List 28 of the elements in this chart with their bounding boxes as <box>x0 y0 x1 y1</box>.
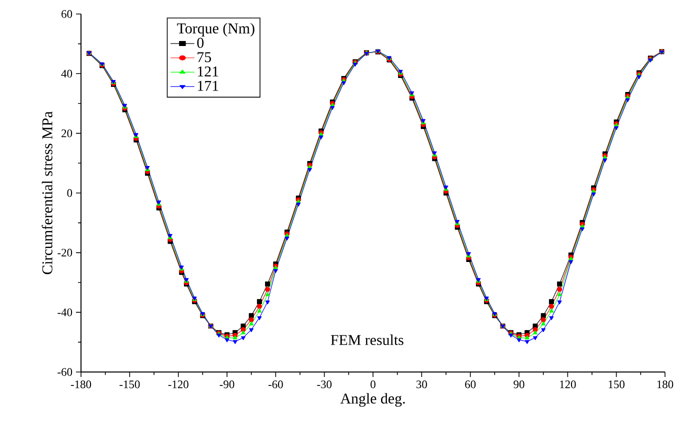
y-tick-label: -20 <box>58 248 72 257</box>
x-tick-label: 150 <box>608 380 624 388</box>
legend-label: 75 <box>198 52 212 62</box>
legend-title: Torque (Nm) <box>177 22 254 37</box>
y-tick-label: -60 <box>58 368 72 376</box>
y-tick-label: 20 <box>62 129 72 138</box>
x-axis-title: Angle deg. <box>340 393 405 407</box>
x-tick-label: 120 <box>560 380 576 388</box>
x-tick-label: -60 <box>268 380 283 388</box>
y-tick-label: 0 <box>67 189 72 197</box>
x-tick-label: -30 <box>317 380 332 388</box>
x-tick-label: 90 <box>514 380 524 388</box>
x-tick-label: -180 <box>70 380 92 388</box>
legend-label: 171 <box>198 80 218 91</box>
x-tick-label: 60 <box>465 380 476 388</box>
x-tick-label: 30 <box>416 380 427 388</box>
y-tick-label: 60 <box>62 10 72 18</box>
x-tick-label: -150 <box>120 380 140 388</box>
y-axis-title: Circumferential stress MPa <box>42 111 52 274</box>
legend-label: 121 <box>198 66 218 76</box>
x-tick-label: 0 <box>370 380 376 388</box>
legend-label: 0 <box>197 38 204 48</box>
annotation: FEM results <box>330 334 404 346</box>
x-tick-label: 180 <box>657 380 674 388</box>
x-tick-label: -120 <box>168 380 188 388</box>
y-tick-label: -40 <box>58 308 72 316</box>
x-tick-label: -90 <box>220 380 234 388</box>
y-tick-label: 40 <box>61 70 72 78</box>
